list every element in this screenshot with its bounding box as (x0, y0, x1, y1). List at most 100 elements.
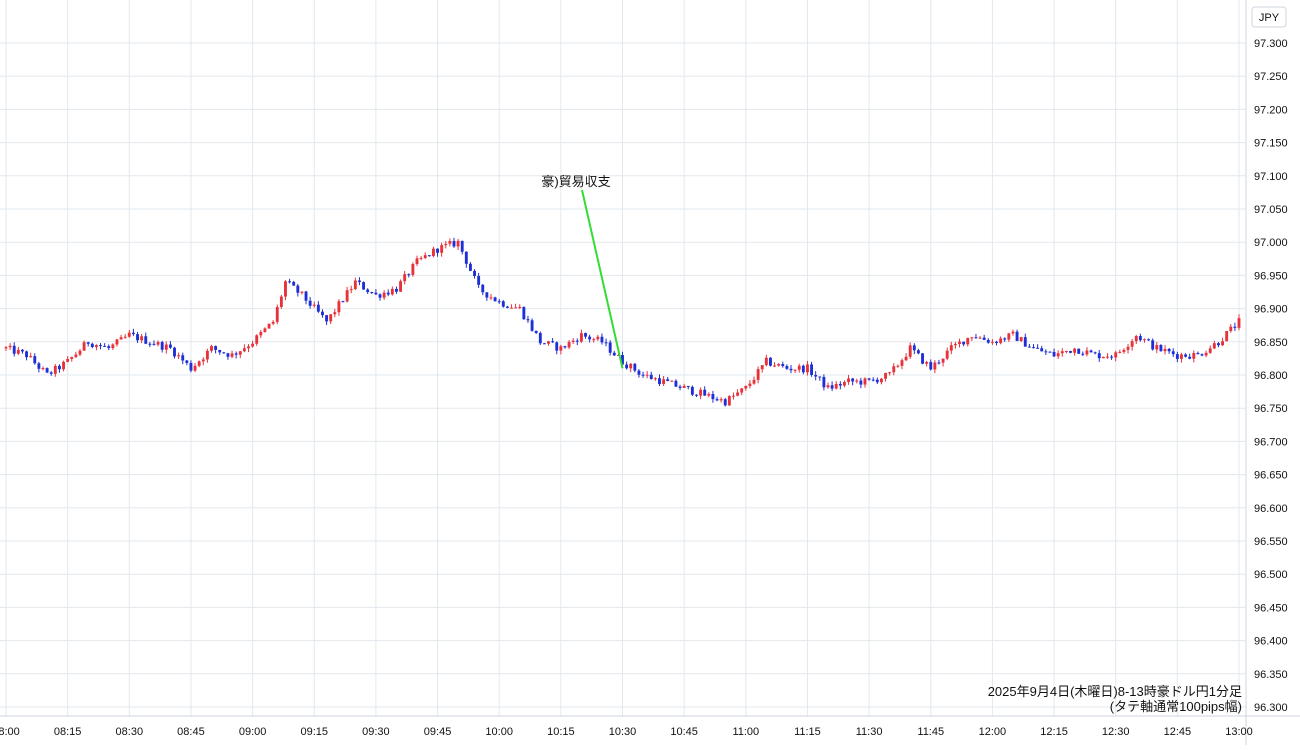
candle-up (510, 307, 513, 309)
candle-down (485, 292, 489, 298)
candle-up (251, 343, 255, 347)
candle-up (949, 345, 953, 351)
candle-down (526, 319, 530, 321)
candle-down (181, 355, 185, 361)
candle-down (374, 292, 378, 295)
candle-down (452, 241, 456, 247)
candle-down (214, 346, 218, 350)
candle-down (522, 306, 526, 320)
candle-down (690, 386, 694, 395)
candle-up (177, 355, 181, 357)
candle-down (1003, 338, 1007, 340)
candle-down (982, 337, 986, 340)
candle-down (686, 385, 690, 387)
candle-down (49, 372, 53, 374)
candle-up (744, 385, 748, 389)
candle-up (662, 379, 666, 385)
currency-box (1251, 6, 1287, 28)
candle-down (1159, 344, 1163, 352)
candle-up (259, 332, 263, 336)
candle-down (937, 362, 941, 364)
candle-down (674, 380, 678, 387)
x-tick-label: 11:30 (856, 726, 883, 738)
candle-down (769, 357, 772, 366)
candle-up (847, 378, 850, 382)
candle-down (366, 289, 370, 293)
candle-up (970, 337, 974, 339)
candle-down (131, 332, 135, 335)
candle-up (353, 280, 357, 290)
candle-up (1208, 348, 1212, 353)
candle-up (456, 240, 460, 247)
candle-up (1180, 354, 1183, 359)
x-tick-label: 11:00 (732, 726, 759, 738)
candle-up (571, 340, 575, 342)
candle-down (168, 344, 172, 348)
candle-down (185, 360, 189, 363)
x-tick-label: 10:15 (547, 726, 575, 738)
x-tick-label: 09:30 (362, 726, 390, 738)
candle-down (785, 366, 789, 369)
candle-down (986, 339, 990, 343)
candle-up (164, 344, 168, 350)
candle-down (103, 345, 107, 347)
candle-up (247, 346, 250, 349)
candle-up (1130, 341, 1134, 347)
candle-down (678, 386, 682, 388)
candle-down (1032, 347, 1035, 349)
candle-down (226, 353, 230, 357)
candle-down (144, 336, 148, 344)
candle-down (1040, 348, 1044, 352)
y-tick-label: 96.450 (1254, 602, 1288, 614)
candle-up (201, 359, 205, 362)
candle-down (851, 378, 855, 382)
candle-down (637, 370, 641, 375)
candle-down (386, 292, 390, 295)
candle-down (341, 301, 345, 303)
candle-up (682, 385, 686, 388)
candle-up (1118, 351, 1122, 353)
candle-up (1064, 350, 1068, 352)
candle-down (711, 394, 715, 400)
candle-up (1204, 352, 1208, 356)
x-tick-labels: 08:00 08:15 08:30 08:45 09:00 09:15 09:30 09:45… (0, 726, 1253, 738)
candle-down (427, 255, 431, 257)
candle-up (4, 347, 8, 349)
candle-up (900, 360, 904, 366)
candle-down (407, 274, 411, 276)
y-tick-label: 97.200 (1254, 104, 1288, 116)
candle-down (1184, 354, 1188, 357)
candle-up (596, 336, 600, 340)
candle-up (777, 364, 781, 366)
candle-up (82, 342, 86, 351)
candle-up (41, 368, 45, 370)
candle-down (551, 341, 555, 343)
candle-up (205, 350, 209, 360)
candle-up (1060, 351, 1064, 354)
y-tick-label: 96.950 (1254, 270, 1288, 282)
candle-up (419, 257, 423, 259)
y-tick-label: 96.400 (1254, 636, 1288, 648)
candle-up (140, 336, 144, 341)
candle-up (423, 255, 427, 258)
candle-down (173, 347, 176, 357)
candle-up (518, 306, 522, 308)
x-tick-label: 11:45 (917, 726, 944, 738)
candle-down (814, 374, 818, 377)
candle-down (530, 320, 534, 331)
candle-down (1200, 354, 1204, 356)
candle-down (148, 343, 152, 345)
x-tick-label: 09:00 (239, 726, 267, 738)
x-tick-label: 12:00 (979, 726, 1007, 738)
chart-footer: 2025年9月4日(木曜日)8-13時豪ドル円1分足 (タテ軸通常100pips… (988, 684, 1242, 714)
candle-down (505, 306, 509, 308)
candle-down (1138, 336, 1142, 341)
candle-up (1126, 346, 1130, 350)
candle-down (974, 337, 978, 339)
candle-down (358, 280, 361, 283)
candle-down (723, 399, 727, 406)
candle-up (888, 372, 892, 374)
candle-up (1225, 331, 1229, 342)
annotation-line (581, 189, 624, 369)
y-tick-label: 96.300 (1254, 702, 1288, 714)
